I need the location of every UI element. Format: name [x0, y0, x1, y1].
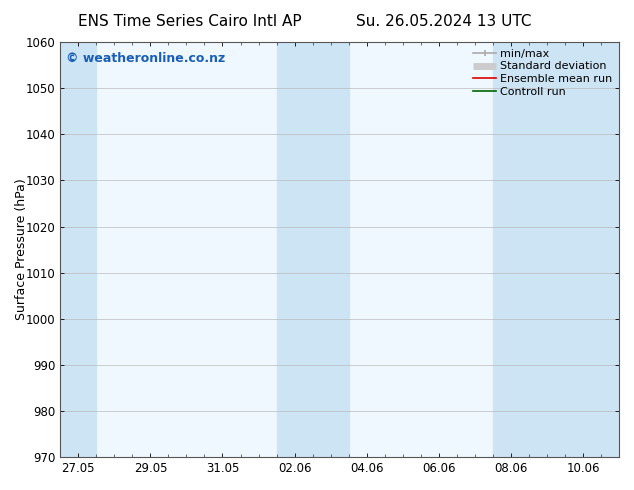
Legend: min/max, Standard deviation, Ensemble mean run, Controll run: min/max, Standard deviation, Ensemble me…	[470, 46, 616, 100]
Y-axis label: Surface Pressure (hPa): Surface Pressure (hPa)	[15, 179, 28, 320]
Bar	[60, 42, 96, 457]
Text: © weatheronline.co.nz: © weatheronline.co.nz	[66, 52, 225, 66]
Text: ENS Time Series Cairo Intl AP: ENS Time Series Cairo Intl AP	[79, 14, 302, 29]
Text: Su. 26.05.2024 13 UTC: Su. 26.05.2024 13 UTC	[356, 14, 531, 29]
Title: ENS Time Series Cairo Intl AP        Su. 26.05.2024 13 UTC: ENS Time Series Cairo Intl AP Su. 26.05.…	[0, 489, 1, 490]
Bar	[493, 42, 619, 457]
Bar	[276, 42, 349, 457]
